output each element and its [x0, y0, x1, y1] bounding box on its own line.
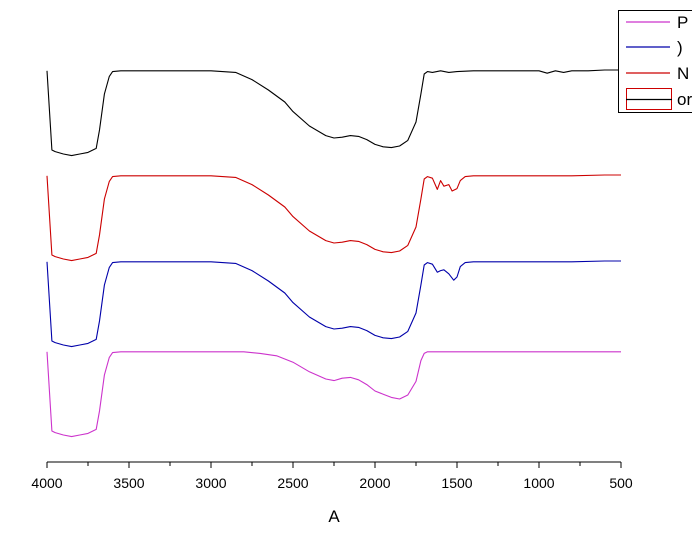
legend-label: or — [677, 90, 692, 109]
x-tick-label: 3000 — [195, 475, 226, 491]
x-tick-label: 500 — [609, 475, 633, 491]
legend-label: ) — [677, 38, 683, 57]
x-tick-label: 2000 — [359, 475, 390, 491]
x-tick-label: 4000 — [31, 475, 62, 491]
x-axis: 4000 3500 3000 2500 2000 1500 1000 500 — [31, 461, 633, 491]
legend-label: N — [677, 64, 689, 83]
legend-box — [618, 10, 692, 113]
series-line-2 — [46, 174, 621, 262]
x-tick-label: 1000 — [523, 475, 554, 491]
x-tick-label: 2500 — [277, 475, 308, 491]
series-line-4 — [46, 351, 621, 438]
series-layer — [46, 69, 621, 438]
series-line-1 — [46, 69, 621, 157]
x-tick-label: 3500 — [113, 475, 144, 491]
legend-label: P — [677, 13, 688, 32]
series-line-3 — [46, 260, 621, 348]
x-tick-label: 1500 — [441, 475, 472, 491]
x-axis-title: A — [328, 507, 340, 526]
legend: P) Nor — [618, 10, 692, 113]
